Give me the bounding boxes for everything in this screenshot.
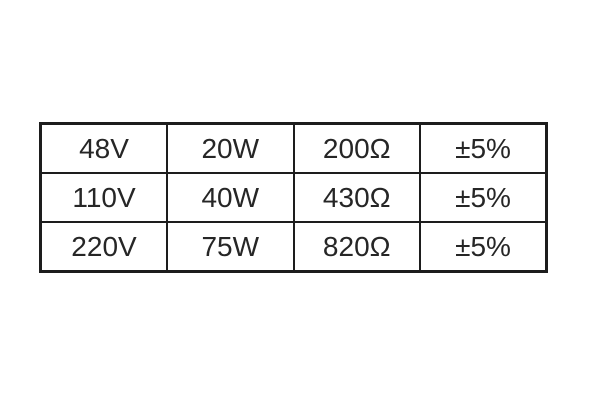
table-cell-resistance: 200Ω <box>292 122 421 174</box>
table-cell-power: 75W <box>166 221 295 273</box>
table-cell-resistance: 430Ω <box>292 172 421 223</box>
table-cell-power: 40W <box>166 172 295 223</box>
table-cell-voltage: 220V <box>39 221 168 273</box>
table-row: 110V 40W 430Ω ±5% <box>39 172 548 223</box>
spec-table: 48V 20W 200Ω ±5% 110V 40W 430Ω ±5% 220V … <box>39 122 548 273</box>
table-cell-resistance: 820Ω <box>292 221 421 273</box>
table-row: 48V 20W 200Ω ±5% <box>39 122 548 174</box>
table-cell-tolerance: ±5% <box>419 122 548 174</box>
spec-table-body: 48V 20W 200Ω ±5% 110V 40W 430Ω ±5% 220V … <box>39 122 548 273</box>
table-cell-power: 20W <box>166 122 295 174</box>
table-cell-tolerance: ±5% <box>419 221 548 273</box>
table-cell-tolerance: ±5% <box>419 172 548 223</box>
table-row: 220V 75W 820Ω ±5% <box>39 221 548 273</box>
table-cell-voltage: 110V <box>39 172 168 223</box>
table-cell-voltage: 48V <box>39 122 168 174</box>
